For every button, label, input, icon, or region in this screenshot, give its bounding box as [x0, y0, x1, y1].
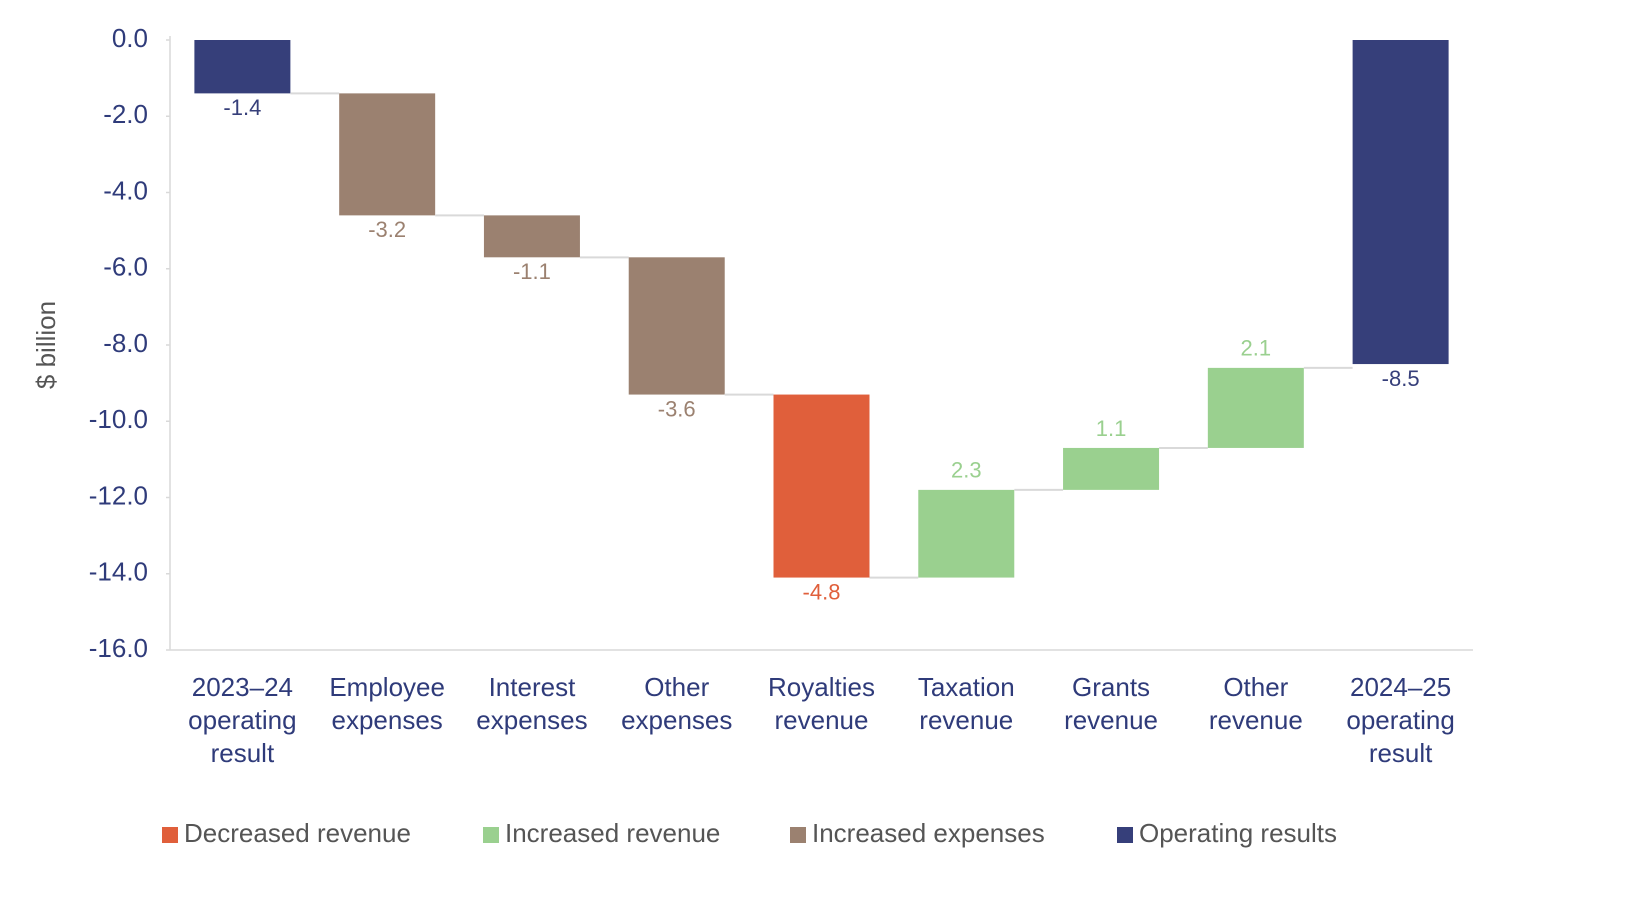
value-label: 2.3 — [951, 458, 982, 483]
value-label: 1.1 — [1096, 416, 1127, 441]
y-tick-label: -8.0 — [103, 328, 148, 358]
legend-swatch — [1117, 827, 1133, 843]
x-tick-label: Taxation revenue — [918, 672, 1015, 735]
x-tick-line: result — [211, 738, 275, 768]
x-tick-line: 2023–24 — [192, 672, 293, 702]
y-tick-label: -12.0 — [89, 480, 148, 510]
x-tick-label: Employee expenses — [329, 672, 445, 735]
y-tick-label: -2.0 — [103, 99, 148, 129]
bar — [1207, 367, 1304, 448]
x-tick-line: Grants — [1072, 672, 1150, 702]
x-tick-line: Royalties — [768, 672, 875, 702]
x-tick-label: Other revenue — [1209, 672, 1303, 735]
x-tick-line: revenue — [1209, 705, 1303, 735]
x-tick-line: operating — [188, 705, 296, 735]
value-label: -4.8 — [803, 579, 841, 604]
x-tick-line: expenses — [476, 705, 587, 735]
legend-swatch — [162, 827, 178, 843]
x-tick-line: 2024–25 — [1350, 672, 1451, 702]
x-tick-line: Interest — [489, 672, 576, 702]
x-tick-label: 2024–25 operating result — [1346, 672, 1454, 768]
y-tick-label: -4.0 — [103, 175, 148, 205]
x-tick-line: Employee — [329, 672, 445, 702]
legend-swatch — [483, 827, 499, 843]
bar — [918, 489, 1015, 578]
legend-label: Increased revenue — [505, 818, 720, 848]
bar — [1063, 447, 1160, 490]
bar — [628, 257, 725, 395]
x-tick-label: Royalties revenue — [768, 672, 875, 735]
legend-label: Operating results — [1139, 818, 1337, 848]
x-tick-line: expenses — [621, 705, 732, 735]
x-tick-line: expenses — [332, 705, 443, 735]
value-label: -3.2 — [368, 217, 406, 242]
x-tick-line: revenue — [775, 705, 869, 735]
x-tick-line: operating — [1346, 705, 1454, 735]
x-tick-line: Taxation — [918, 672, 1015, 702]
bar — [773, 394, 870, 578]
x-tick-label: Other expenses — [621, 672, 732, 735]
x-tick-line: result — [1369, 738, 1433, 768]
x-tick-line: Other — [644, 672, 709, 702]
bar — [483, 215, 580, 258]
legend-label: Decreased revenue — [184, 818, 411, 848]
x-tick-line: Other — [1223, 672, 1288, 702]
y-tick-label: -10.0 — [89, 404, 148, 434]
value-label: -1.1 — [513, 259, 551, 284]
x-tick-label: Grants revenue — [1064, 672, 1158, 735]
value-label: 2.1 — [1241, 336, 1272, 361]
value-label: -8.5 — [1382, 366, 1420, 391]
value-label: -1.4 — [223, 95, 261, 120]
legend-label: Increased expenses — [812, 818, 1045, 848]
legend-swatch — [790, 827, 806, 843]
bar — [339, 93, 436, 216]
bar — [1352, 40, 1449, 365]
x-tick-line: revenue — [919, 705, 1013, 735]
y-tick-label: 0.0 — [112, 23, 148, 53]
y-tick-label: -6.0 — [103, 252, 148, 282]
bar — [194, 40, 291, 94]
x-tick-label: 2023–24 operating result — [188, 672, 296, 768]
y-tick-label: -14.0 — [89, 557, 148, 587]
y-axis-label: $ billion — [31, 301, 61, 389]
x-tick-line: revenue — [1064, 705, 1158, 735]
x-tick-label: Interest expenses — [476, 672, 587, 735]
value-label: -3.6 — [658, 396, 696, 421]
y-tick-label: -16.0 — [89, 633, 148, 663]
